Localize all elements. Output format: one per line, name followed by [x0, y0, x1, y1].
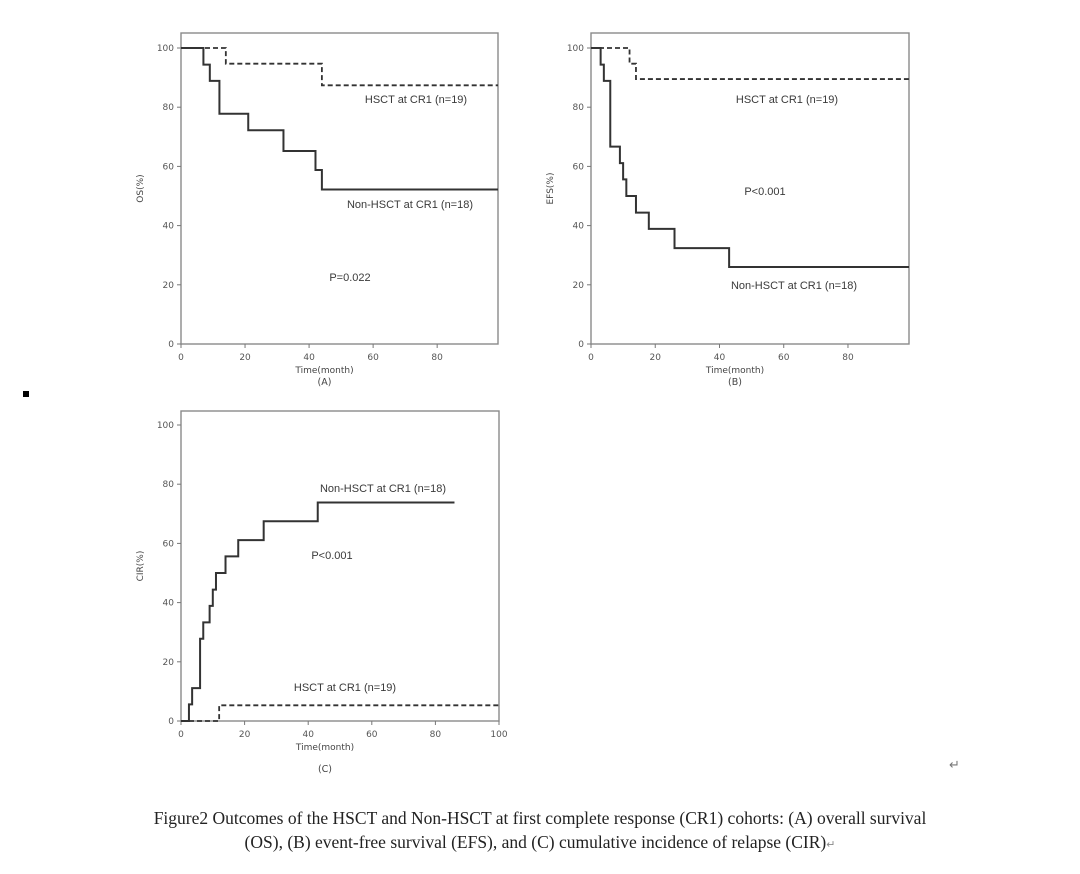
y-axis-label: EFS(%) [546, 173, 556, 205]
x-tick-label: 40 [302, 730, 314, 740]
y-tick-label: 60 [163, 162, 175, 172]
y-tick-label: 40 [163, 599, 175, 609]
x-tick-label: 80 [431, 353, 443, 363]
series-annotation: Non-HSCT at CR1 (n=18) [731, 280, 857, 292]
y-tick-label: 100 [567, 44, 584, 54]
p-value-label: P=0.022 [329, 272, 370, 284]
series-annotation: HSCT at CR1 (n=19) [294, 682, 396, 694]
series-non-hsct-line [181, 47, 498, 191]
x-tick-label: 100 [490, 730, 507, 740]
y-tick-label: 0 [168, 717, 174, 727]
panel-label: (C) [318, 764, 332, 775]
chart-panel-a: 0 20 40 60 80 100 0 20 40 60 80 Time(month)(A) OS(%)… [136, 32, 499, 388]
x-axis-label: Time(month) [295, 743, 354, 753]
series-annotation: HSCT at CR1 (n=19) [365, 94, 467, 106]
x-tick-label: 80 [842, 353, 854, 363]
y-tick-label: 40 [163, 222, 175, 232]
series-annotation: Non-HSCT at CR1 (n=18) [320, 483, 446, 495]
series-annotation: Non-HSCT at CR1 (n=18) [347, 199, 473, 211]
x-tick-label: 0 [588, 353, 594, 363]
y-tick-label: 0 [578, 340, 584, 350]
x-tick-label: 60 [367, 353, 379, 363]
plot-frame [590, 32, 910, 345]
x-tick-label: 20 [239, 353, 251, 363]
y-tick-label: 60 [163, 539, 175, 549]
bullet-marker [23, 391, 29, 397]
x-tick-label: 40 [303, 353, 315, 363]
y-tick-label: 80 [163, 480, 175, 490]
figure-caption: Figure2 Outcomes of the HSCT and Non-HSC… [30, 806, 1050, 857]
p-value-label: P<0.001 [744, 186, 785, 198]
series-annotation: HSCT at CR1 (n=19) [736, 94, 838, 106]
x-tick-label: 80 [430, 730, 442, 740]
panel-label: (B) [728, 377, 742, 388]
x-axis-label: Time(month) [705, 366, 764, 376]
y-tick-label: 100 [157, 421, 174, 431]
p-value-label: P<0.001 [311, 550, 352, 562]
x-tick-label: 60 [778, 353, 790, 363]
series-non-hsct-line [591, 47, 909, 269]
y-tick-label: 0 [168, 340, 174, 350]
return-mark: ↵ [949, 758, 960, 773]
y-axis-label: OS(%) [136, 174, 146, 202]
chart-panel-c: 0 20 40 60 80 100 0 20 40 60 80 100 Time(month) (C) CI… [136, 410, 508, 775]
caption-line-1: Figure2 Outcomes of the HSCT and Non-HSC… [153, 808, 927, 828]
caption-line-2: (OS), (B) event-free survival (EFS), and… [30, 830, 1050, 857]
panel-label: (A) [318, 377, 332, 388]
y-tick-label: 100 [157, 44, 174, 54]
x-tick-label: 60 [366, 730, 378, 740]
y-tick-label: 80 [163, 103, 175, 113]
y-tick-label: 20 [573, 281, 585, 291]
series-non-hsct-line [181, 501, 455, 722]
x-tick-label: 40 [714, 353, 726, 363]
series-hsct-line [181, 47, 498, 87]
x-tick-label: 0 [178, 730, 184, 740]
x-tick-label: 20 [239, 730, 251, 740]
y-tick-label: 20 [163, 281, 175, 291]
x-tick-label: 0 [178, 353, 184, 363]
y-tick-label: 80 [573, 103, 585, 113]
series-hsct-line [181, 704, 499, 722]
y-tick-label: 20 [163, 658, 175, 668]
y-tick-label: 60 [573, 162, 585, 172]
series-hsct-line [591, 47, 909, 80]
y-axis-label: CIR(%) [136, 551, 146, 582]
x-axis-label: Time(month) [294, 366, 353, 376]
x-tick-label: 20 [650, 353, 662, 363]
plot-frame [180, 410, 500, 722]
chart-panel-b: 0 20 40 60 80 100 0 20 40 60 80 Time(month)(B) EFS(%… [546, 32, 910, 388]
caption-return-mark: ↵ [826, 839, 836, 851]
caption-line-2-text: (OS), (B) event-free survival (EFS), and… [244, 832, 827, 852]
y-tick-label: 40 [573, 222, 585, 232]
